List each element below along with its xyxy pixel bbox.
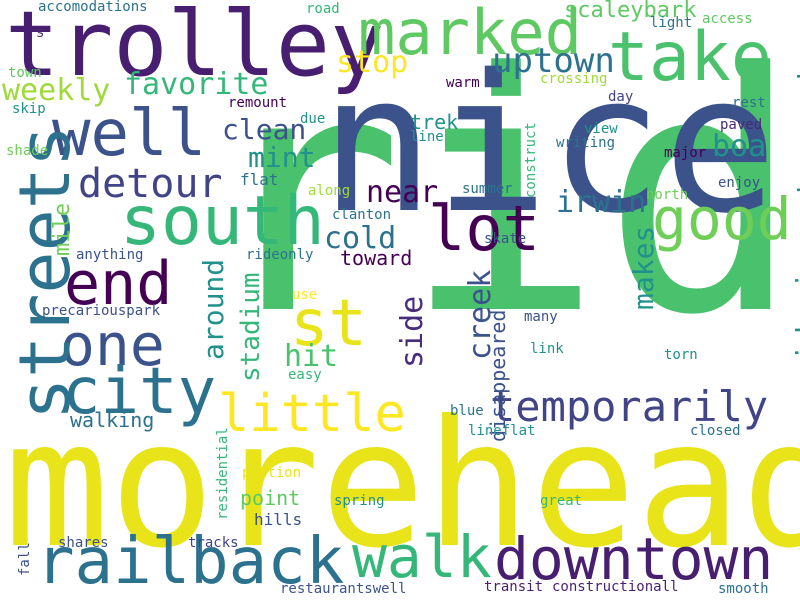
- word-many: many: [524, 309, 558, 325]
- word-construct: construct: [523, 122, 539, 198]
- word-shares: shares: [58, 535, 109, 551]
- word-enjoy: enjoy: [718, 175, 761, 191]
- word-tracks: tracks: [188, 535, 239, 551]
- word-scaleybark: scaleybark: [564, 0, 697, 23]
- word-little: little: [218, 384, 406, 444]
- word-stadium: stadium: [236, 272, 266, 382]
- word-closed: closed: [690, 423, 741, 439]
- word-trek: trek: [410, 110, 459, 134]
- word-blue: blue: [450, 403, 484, 419]
- word-boa: boa: [712, 129, 767, 164]
- word-remount: remount: [228, 95, 288, 111]
- word-transit: transit: [484, 579, 544, 595]
- word-side: side: [395, 295, 430, 368]
- word-fall: fall: [17, 542, 33, 576]
- word-cold: cold: [324, 221, 397, 256]
- word-good: good: [652, 185, 792, 253]
- word-south: south: [120, 182, 325, 261]
- word-hills: hills: [254, 510, 303, 529]
- word-due: due: [300, 111, 326, 127]
- word-anything: anything: [76, 247, 144, 263]
- word-road: road: [306, 1, 340, 17]
- word-well: well: [52, 97, 207, 171]
- word-mile: mile: [50, 203, 75, 256]
- word-mint: mint: [248, 141, 316, 174]
- word-summer: summer: [462, 181, 513, 197]
- word-lineflat: lineflat: [468, 423, 536, 439]
- word-along: along: [308, 183, 351, 199]
- word-detour: detour: [78, 161, 223, 207]
- word-weekly: weekly: [2, 73, 111, 108]
- word-hit: hit: [284, 339, 339, 374]
- word-smooth: smooth: [718, 581, 769, 597]
- word-trolley: trolley: [5, 0, 385, 97]
- word-toward: toward: [340, 246, 413, 270]
- word-city: city: [62, 355, 217, 429]
- word-north: north: [646, 187, 689, 203]
- word-end: end: [64, 249, 173, 319]
- word-flat: flat: [240, 170, 279, 189]
- word-accomodations: accomodations: [38, 0, 148, 15]
- word-residential: residential: [215, 427, 231, 520]
- word-clean: clean: [222, 113, 307, 146]
- word-makes: makes: [627, 225, 660, 310]
- word-uptown: uptown: [492, 41, 615, 81]
- word-town: town: [8, 65, 42, 81]
- word-day: day: [608, 89, 634, 105]
- word-restaurantswell: restaurantswell: [280, 581, 407, 597]
- word-light: light: [650, 15, 693, 31]
- word-one: one: [60, 311, 165, 379]
- word-nice: nice: [320, 34, 778, 255]
- word-use: use: [292, 287, 318, 303]
- word-irwin: irwin: [556, 185, 647, 220]
- word-downtown: downtown: [494, 525, 774, 593]
- word-marked: marked: [358, 0, 582, 69]
- word-portion: portion: [242, 465, 302, 481]
- word-lot: lot: [428, 192, 540, 265]
- word-great: great: [540, 493, 583, 509]
- word-temporarily: temporarily: [490, 382, 769, 431]
- word-paved: paved: [720, 117, 763, 133]
- word-stop: stop: [336, 45, 409, 80]
- word-view: view: [584, 121, 618, 137]
- word-access: access: [702, 11, 753, 27]
- word-walking: walking: [70, 408, 155, 432]
- word-ride: ride: [205, 3, 800, 387]
- word-s: s: [36, 25, 45, 41]
- word-spring: spring: [334, 493, 385, 509]
- word-line: line: [410, 129, 444, 145]
- word-writing: writing: [556, 135, 616, 151]
- word-torn: torn: [664, 347, 698, 363]
- word-precariouspark: precariouspark: [42, 303, 161, 319]
- word-clanton: clanton: [332, 207, 392, 223]
- word-take: take: [608, 18, 772, 97]
- word-favorite: favorite: [124, 67, 269, 102]
- word-breweries: breweries: [793, 31, 800, 194]
- word-railback: railback: [36, 525, 345, 599]
- word-skip: skip: [12, 101, 46, 117]
- word-point: point: [240, 486, 301, 510]
- word-near: near: [366, 175, 439, 210]
- word-morehead: morehead: [4, 384, 800, 587]
- word-walk: walk: [352, 523, 492, 591]
- word-skate: skate: [484, 231, 527, 247]
- word-link: link: [530, 341, 564, 357]
- word-warm: warm: [446, 75, 480, 91]
- word-constructionall: constructionall: [552, 579, 679, 595]
- word-streets: streets: [4, 124, 86, 420]
- word-major: major: [664, 145, 707, 161]
- word-shade: shade: [6, 143, 49, 159]
- word-rideonly: rideonly: [246, 247, 314, 263]
- word-crossing: crossing: [540, 71, 608, 87]
- word-rest: rest: [732, 95, 766, 111]
- word-easy: easy: [288, 367, 322, 383]
- word-st: st: [290, 287, 368, 361]
- word-around: around: [197, 258, 230, 360]
